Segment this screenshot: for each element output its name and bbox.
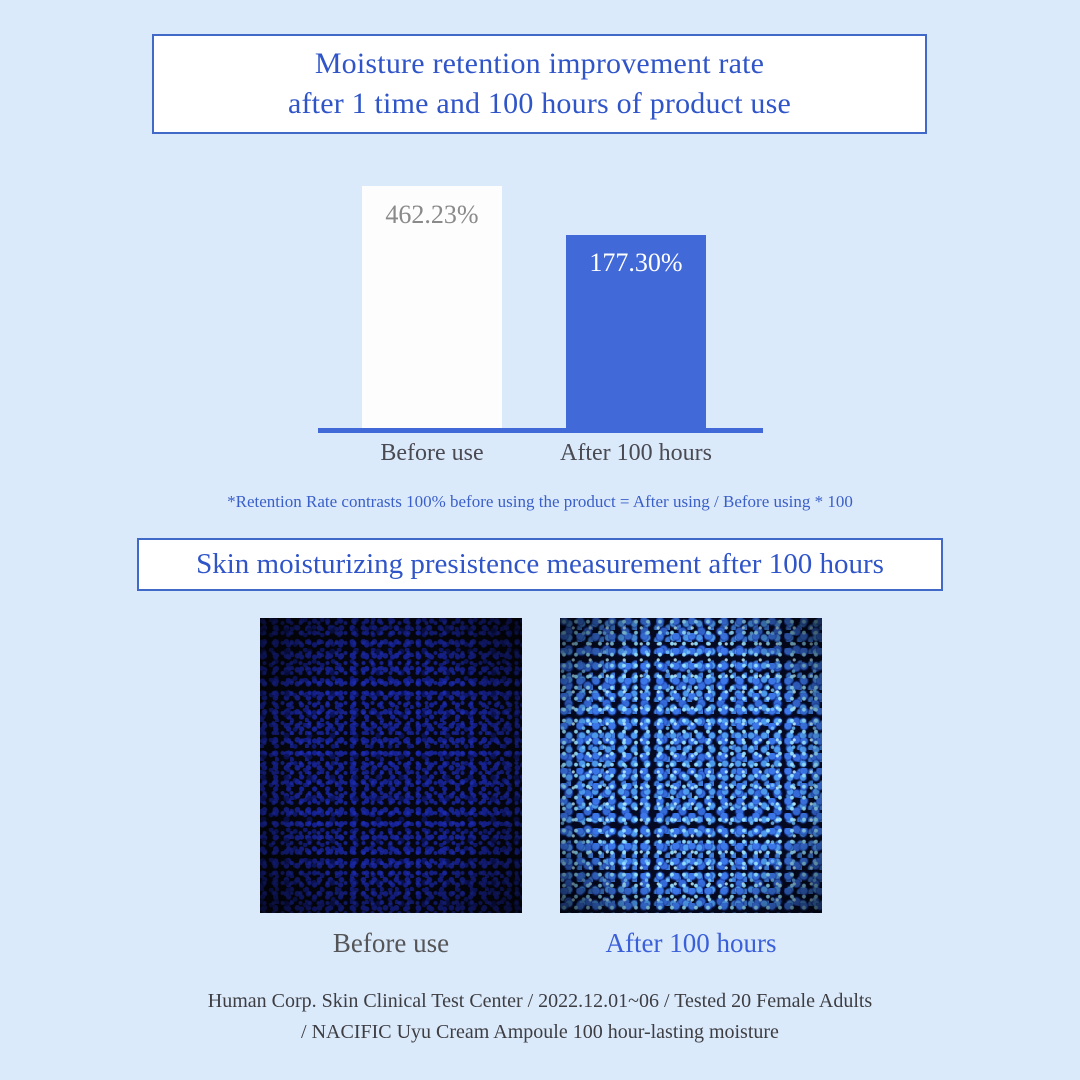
category-label-after-100-hours: After 100 hours <box>560 440 712 466</box>
source-text: Human Corp. Skin Clinical Test Center / … <box>0 986 1080 1048</box>
bar-value-after-100-hours: 177.30% <box>589 248 683 277</box>
bar-after-100-hours: 177.30% <box>566 235 706 428</box>
section-banner: Skin moisturizing presistence measuremen… <box>137 538 943 591</box>
photo-caption-after-100-hours: After 100 hours <box>605 928 777 958</box>
image-vignette <box>260 618 522 913</box>
source-line-1: Human Corp. Skin Clinical Test Center / … <box>207 990 873 1012</box>
section-banner-text: Skin moisturizing presistence measuremen… <box>196 548 884 580</box>
chart-baseline-axis <box>318 428 763 433</box>
source-line-2: / NACIFIC Uyu Cream Ampoule 100 hour-las… <box>301 1021 779 1043</box>
bar-before-use: 462.23% <box>362 186 502 428</box>
bar-value-before-use: 462.23% <box>385 200 479 229</box>
category-label-before-use: Before use <box>380 440 484 466</box>
title-line-1: Moisture retention improvement rate <box>314 47 765 80</box>
retention-rate-footnote: *Retention Rate contrasts 100% before us… <box>227 492 853 511</box>
moisture-retention-bar-chart: 462.23% 177.30% Before use After 100 hou… <box>300 170 780 480</box>
image-vignette <box>560 618 822 913</box>
photo-caption-before-use: Before use <box>332 928 450 958</box>
title-banner: Moisture retention improvement rate afte… <box>152 34 927 134</box>
after-100-hours-skin-image <box>560 618 822 913</box>
title-line-2: after 1 time and 100 hours of product us… <box>287 87 792 120</box>
before-use-skin-image <box>260 618 522 913</box>
